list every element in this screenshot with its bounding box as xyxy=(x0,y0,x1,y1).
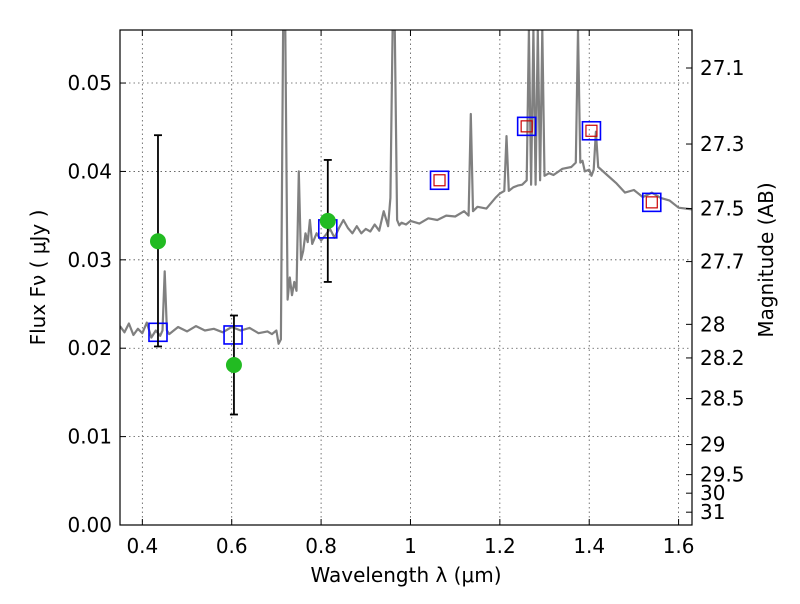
y-tick-label: 0.01 xyxy=(67,425,112,449)
model-square-marker xyxy=(645,196,658,209)
grid-layer xyxy=(120,30,692,526)
x-tick-label: 1.4 xyxy=(573,534,605,558)
x-tick-label: 1 xyxy=(404,534,417,558)
y2-tick-label: 28 xyxy=(700,312,725,336)
photometry-square-marker xyxy=(641,192,662,213)
model-square-marker xyxy=(433,174,446,187)
y2-tick-label: 29.5 xyxy=(700,463,745,487)
y2-tick-label: 28.5 xyxy=(700,387,745,411)
tick-layer: 0.4 0.6 0.8 1 1.2 1.4 1.6 0.00 0.01 0.02 0.03 0.04 0… xyxy=(67,30,745,558)
y2-tick-label: 29 xyxy=(700,433,725,457)
plot-frame xyxy=(119,29,693,526)
y2-tick-label: 31 xyxy=(700,500,725,524)
y2-axis-title: Magnitude (AB) xyxy=(754,182,778,337)
y-tick-label: 0.03 xyxy=(67,248,112,272)
y-tick-label: 0.04 xyxy=(67,159,112,183)
y2-tick-label: 28.2 xyxy=(700,346,745,370)
model-square-marker xyxy=(520,120,533,133)
x-tick-label: 0.8 xyxy=(305,534,337,558)
x-tick-label: 0.4 xyxy=(126,534,158,558)
y2-tick-label: 27.7 xyxy=(700,250,745,274)
y-tick-label: 0.05 xyxy=(67,71,112,95)
x-tick-label: 1.2 xyxy=(484,534,516,558)
y-tick-label: 0.02 xyxy=(67,336,112,360)
y2-tick-label: 27.1 xyxy=(700,56,745,80)
photometry-square-marker xyxy=(581,120,602,141)
measurement-point xyxy=(225,357,242,374)
measurement-point xyxy=(149,233,166,250)
x-tick-label: 0.6 xyxy=(216,534,248,558)
measurement-point xyxy=(319,212,336,229)
x-tick-label: 1.6 xyxy=(663,534,695,558)
x-axis-title: Wavelength λ (μm) xyxy=(310,563,501,587)
y-axis-title: Flux Fν ( μJy ) xyxy=(26,210,50,346)
plot-layer xyxy=(120,30,692,416)
y2-tick-label: 30 xyxy=(700,481,725,505)
y2-tick-label: 27.3 xyxy=(700,132,745,156)
model-square-marker xyxy=(585,124,598,137)
y-tick-label: 0.00 xyxy=(67,513,112,537)
photometry-square-marker xyxy=(516,116,537,137)
y2-tick-label: 27.5 xyxy=(700,197,745,221)
photometry-square-marker xyxy=(429,170,450,191)
spectrum-line xyxy=(120,30,692,345)
